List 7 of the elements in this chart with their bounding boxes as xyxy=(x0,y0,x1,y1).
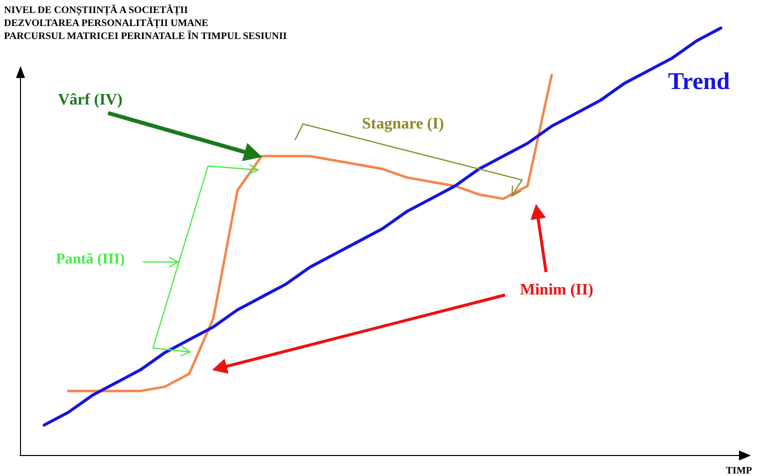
annotation: Stagnare (I) xyxy=(362,116,444,132)
annotation: Vârf (IV) xyxy=(58,92,122,108)
y-axis-title: NIVEL DE CONȘTIINȚĂ A SOCIETĂȚII DEZVOLTAREA PERSONALITĂȚII UMANE PARCURSUL MATRICEI PERINATALE ÎN TIMPUL SESIUNII xyxy=(4,4,287,42)
annotation: Pantă (III) xyxy=(56,252,125,268)
x-axis-title: TIMP xyxy=(726,466,752,476)
annotation: Minim (II) xyxy=(520,282,594,298)
series-label: Trend xyxy=(668,69,730,95)
